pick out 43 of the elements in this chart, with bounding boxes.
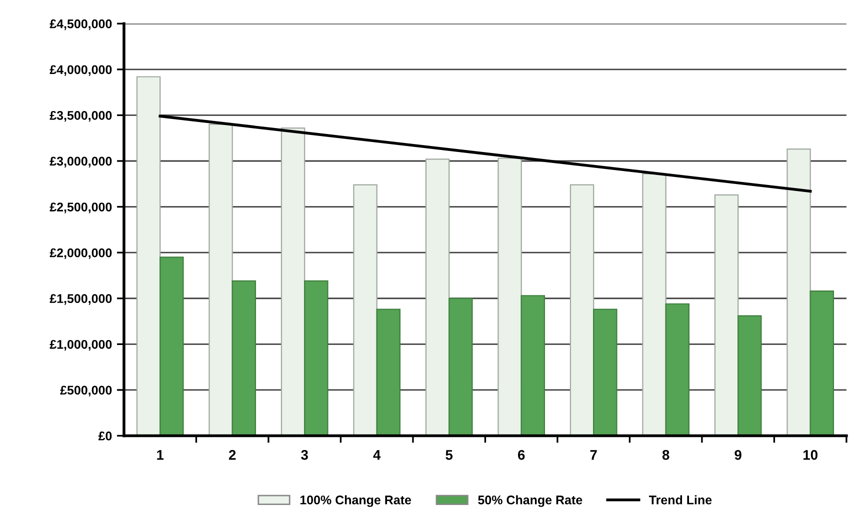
y-tick-label: £0	[98, 432, 112, 440]
bar	[738, 315, 762, 436]
x-tick-label: 7	[590, 450, 597, 460]
bar	[714, 194, 739, 436]
y-tick-label: £2,500,000	[50, 202, 112, 214]
bar	[208, 124, 233, 436]
y-tick-label: £4,000,000	[50, 65, 112, 76]
x-tick-label: 8	[662, 450, 670, 460]
bar	[232, 280, 256, 436]
y-tick-label: £4,500,000	[50, 19, 112, 30]
bar	[448, 298, 473, 436]
bar	[810, 290, 834, 436]
bar	[160, 256, 184, 436]
bar	[280, 127, 306, 436]
bar	[376, 308, 401, 436]
x-tick-label: 5	[446, 450, 453, 460]
bar	[786, 148, 811, 436]
bar	[593, 308, 618, 436]
y-tick-label: £1,500,000	[50, 294, 112, 305]
bar	[304, 280, 328, 436]
y-tick-label: £2,000,000	[50, 248, 112, 260]
x-tick-label: 9	[734, 450, 742, 460]
legend-label: 50% Change Rate	[478, 495, 582, 507]
bar	[665, 303, 690, 436]
x-tick-label: 4	[373, 450, 381, 460]
bar	[353, 184, 378, 436]
legend-label: Trend Line	[648, 495, 712, 504]
bar	[642, 173, 666, 436]
bar	[498, 158, 522, 436]
y-tick-label: £500,000	[60, 386, 112, 396]
x-tick-label: 6	[518, 450, 525, 460]
bar	[520, 295, 546, 436]
x-tick-label: 3	[301, 450, 308, 460]
x-tick-label: 10	[803, 450, 818, 460]
y-tick-label: £3,500,000	[50, 111, 112, 122]
x-tick-label: 2	[228, 450, 236, 460]
bar	[425, 158, 450, 436]
bar	[136, 76, 161, 436]
x-tick-label: 1	[157, 450, 164, 460]
y-tick-label: £3,000,000	[50, 156, 112, 168]
bar	[570, 184, 594, 436]
legend-label: 100% Change Rate	[300, 495, 412, 507]
y-tick-label: £1,000,000	[50, 340, 112, 351]
